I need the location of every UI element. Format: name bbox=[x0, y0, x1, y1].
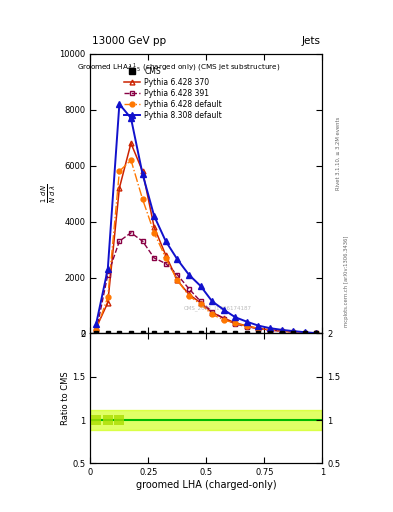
Text: Groomed LHA$\lambda^1_{0.5}$ (charged only) (CMS jet substructure): Groomed LHA$\lambda^1_{0.5}$ (charged on… bbox=[77, 62, 280, 75]
X-axis label: groomed LHA (charged-only): groomed LHA (charged-only) bbox=[136, 480, 277, 490]
Text: 13000 GeV pp: 13000 GeV pp bbox=[92, 36, 167, 46]
Text: Rivet 3.1.10, ≥ 3.2M events: Rivet 3.1.10, ≥ 3.2M events bbox=[336, 117, 341, 190]
Bar bbox=[90, 410, 322, 431]
Legend: CMS, Pythia 6.428 370, Pythia 6.428 391, Pythia 6.428 default, Pythia 8.308 defa: CMS, Pythia 6.428 370, Pythia 6.428 391,… bbox=[122, 66, 224, 122]
Text: CMS_2021_I1906174187: CMS_2021_I1906174187 bbox=[184, 306, 252, 311]
Text: Jets: Jets bbox=[301, 36, 320, 46]
Y-axis label: Ratio to CMS: Ratio to CMS bbox=[61, 372, 70, 425]
Text: mcplots.cern.ch [arXiv:1306.3436]: mcplots.cern.ch [arXiv:1306.3436] bbox=[344, 236, 349, 327]
Y-axis label: $\frac{1}{N}\,\frac{d N}{d\,\lambda}$: $\frac{1}{N}\,\frac{d N}{d\,\lambda}$ bbox=[40, 184, 58, 203]
